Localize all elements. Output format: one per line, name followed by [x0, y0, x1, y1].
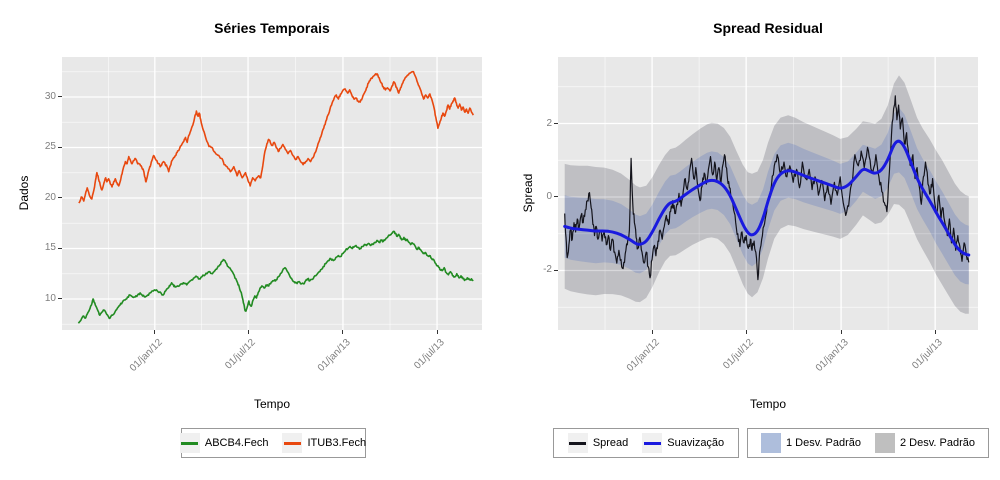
legend-swatch [760, 433, 781, 453]
chart-title-right: Spread Residual [713, 20, 823, 36]
y-tick-mark [58, 96, 62, 98]
legend-key-line [569, 441, 587, 445]
legend-key-line [283, 441, 301, 445]
x-tick-mark [934, 330, 936, 334]
legend-item: ABCB4.Fech [179, 433, 269, 453]
legend-item: 2 Desv. Padrão [875, 433, 975, 453]
figure-spread-residual: Spread Residual Spread Tempo -2 0 2 01/jan/… [500, 0, 1000, 480]
y-tick-label: 0 [546, 190, 552, 202]
plot-panel-left [62, 57, 482, 330]
y-tick-label: 15 [44, 242, 56, 254]
legend-item: Suavização [642, 433, 724, 453]
legend-box: ABCB4.Fech ITUB3.Fech [179, 428, 366, 458]
legend-key [282, 433, 303, 453]
legend-key-line [643, 441, 661, 445]
x-tick-label: 01/jul/13 [910, 337, 945, 372]
x-tick-mark [840, 330, 842, 334]
y-tick-mark [58, 247, 62, 249]
legend-key-line [181, 441, 199, 445]
legend-box: 1 Desv. Padrão 2 Desv. Padrão [747, 428, 989, 458]
x-tick-label: 01/jan/12 [127, 337, 165, 374]
plot-area-svg [558, 57, 978, 330]
series-line-abcb4-fech [77, 230, 474, 324]
y-tick-label: 10 [44, 292, 56, 304]
legend-item: 1 Desv. Padrão [760, 433, 861, 453]
y-tick-mark [58, 146, 62, 148]
figure-series-temporais: Séries Temporais Dados Tempo 10 15 20 25 30 0… [17, 20, 482, 458]
band-1sd [564, 107, 969, 285]
x-tick-label: 01/jul/12 [721, 337, 756, 372]
chart-title-left: Séries Temporais [214, 20, 330, 36]
series-line-spread [564, 95, 970, 281]
legend-key [179, 433, 200, 453]
y-tick-label: 25 [44, 141, 56, 153]
legend-label: Suavização [667, 437, 725, 449]
x-tick-label: 01/jan/13 [315, 337, 353, 374]
x-tick-mark [154, 330, 156, 334]
plot-area-svg [62, 57, 482, 330]
y-tick-mark [58, 298, 62, 300]
plot-panel-right [558, 57, 978, 330]
y-tick-mark [554, 123, 558, 124]
y-tick-label: 20 [44, 191, 56, 203]
y-tick-label: 2 [546, 117, 552, 129]
legend-key [642, 433, 663, 453]
legend-label: Spread [592, 437, 629, 449]
legend-label: 1 Desv. Padrão [785, 437, 861, 449]
x-tick-mark [247, 330, 249, 334]
x-tick-label: 01/jan/13 [813, 337, 851, 374]
legend-label: ABCB4.Fech [204, 437, 269, 449]
y-tick-label: -2 [543, 264, 552, 276]
x-tick-mark [651, 330, 653, 334]
legend-label: 2 Desv. Padrão [900, 437, 976, 449]
y-tick-mark [554, 269, 558, 271]
x-tick-label: 01/jul/13 [412, 337, 447, 372]
x-axis-title-left: Tempo [253, 397, 291, 411]
series-line-suaviza-o [563, 139, 971, 257]
x-tick-mark [436, 330, 438, 334]
x-axis-title-right: Tempo [749, 397, 787, 411]
y-tick-mark [58, 197, 62, 199]
x-tick-label: 01/jan/12 [624, 337, 662, 374]
x-tick-mark [342, 330, 344, 334]
x-tick-label: 01/jul/12 [223, 337, 258, 372]
legend-key [567, 433, 588, 453]
x-tick-mark [745, 330, 747, 334]
legend-box: Spread Suavização [553, 428, 739, 458]
band-2sd [564, 75, 969, 314]
series-line-itub3-fech [78, 70, 474, 204]
legend-label: ITUB3.Fech [307, 437, 367, 449]
legend-item: Spread [567, 433, 629, 453]
legend-swatch [875, 433, 895, 453]
legend-item: ITUB3.Fech [282, 433, 366, 453]
y-tick-mark [554, 196, 558, 198]
y-tick-label: 30 [44, 90, 56, 102]
